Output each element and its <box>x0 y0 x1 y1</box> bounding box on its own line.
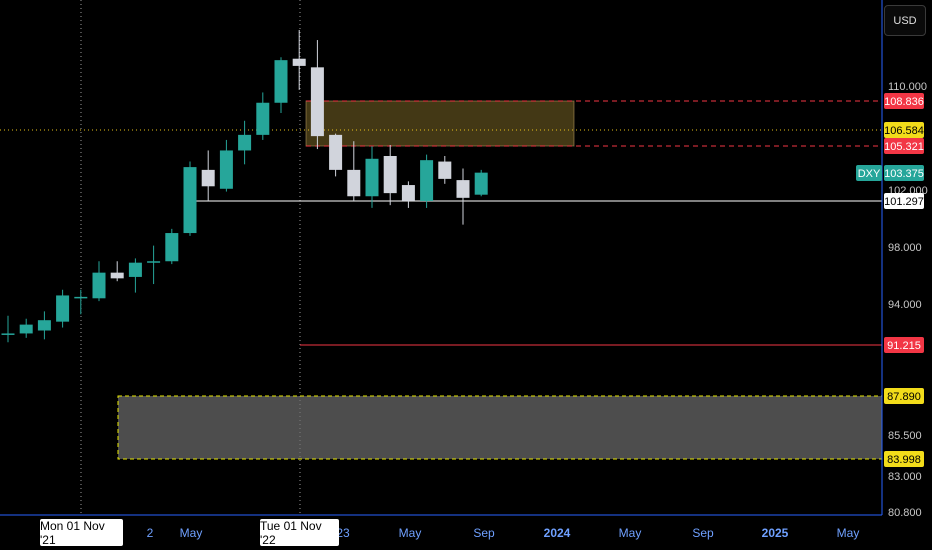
demand-zone <box>117 395 883 460</box>
candle-body <box>1 333 15 335</box>
price-axis: 110.000102.00098.00094.00085.50083.00080… <box>881 0 928 519</box>
time-tick-label: Sep <box>692 526 714 540</box>
time-tick-label: 2024 <box>544 526 571 540</box>
tag-83998-bg <box>884 451 924 467</box>
candle-body <box>365 158 379 197</box>
candle-body <box>329 134 343 170</box>
tag-106584-bg <box>884 122 924 138</box>
candle-body <box>74 296 88 299</box>
candle-body <box>474 172 488 195</box>
candle-body <box>383 156 397 194</box>
symbol-tag: DXY <box>858 168 881 180</box>
candlestick-series <box>1 30 488 343</box>
candle-body <box>37 320 51 331</box>
price-tick-label: 85.500 <box>888 430 922 442</box>
tag-105321: 105.321 <box>884 141 924 153</box>
time-tick-label: 23 <box>336 526 350 540</box>
symbol-tag-bg <box>856 165 882 181</box>
candle-body <box>292 58 306 66</box>
tag-87890-bg <box>884 388 924 404</box>
candle-body <box>420 160 434 201</box>
tag-105321-bg <box>884 138 924 154</box>
candle-body <box>19 324 33 334</box>
time-tick-label: Sep <box>473 526 495 540</box>
candle-body <box>310 67 324 137</box>
time-tick-label: 2025 <box>762 526 789 540</box>
candle-body <box>147 261 161 263</box>
tag-101297-bg <box>884 193 924 209</box>
candle-body <box>128 262 142 277</box>
tag-91215-bg <box>884 337 924 353</box>
tag-last-price: 103.375 <box>884 168 924 180</box>
candle-body <box>238 134 252 151</box>
price-tick-label: 110.000 <box>888 81 927 93</box>
tag-last-price-bg <box>884 165 924 181</box>
candle-body <box>201 169 215 187</box>
tag-101297: 101.297 <box>884 196 924 208</box>
time-tick-label: May <box>180 526 203 540</box>
candle-body <box>219 150 233 189</box>
candle-body <box>256 102 270 135</box>
candle-body <box>110 272 124 279</box>
time-tick-label: 2 <box>147 526 154 540</box>
candle-body <box>92 272 106 299</box>
price-tick-label: 83.000 <box>888 471 922 483</box>
candle-body <box>274 60 288 103</box>
time-tick-label: May <box>399 526 422 540</box>
candle-body <box>347 169 361 197</box>
currency-button[interactable]: USD <box>884 5 926 36</box>
tag-106584: 106.584 <box>884 125 924 137</box>
time-tick-label: May <box>837 526 860 540</box>
tag-108836: 108.836 <box>884 96 924 108</box>
crosshair-date-label-2: Tue 01 Nov '22 <box>260 519 339 547</box>
tag-91215: 91.215 <box>887 340 921 352</box>
price-tick-label: 94.000 <box>888 299 922 311</box>
supply-zone <box>305 100 575 147</box>
time-tick-label: May <box>619 526 642 540</box>
candle-body <box>165 233 179 262</box>
candle-body <box>456 180 470 198</box>
candle-body <box>438 161 452 179</box>
price-axis-tags: 108.836 106.584 105.321 103.375 101.297 91.21… <box>856 93 924 467</box>
price-tick-label: 80.800 <box>888 507 922 519</box>
price-zones <box>117 100 883 460</box>
tag-87890: 87.890 <box>887 391 921 403</box>
candle-body <box>183 167 197 234</box>
candle-body <box>401 185 415 201</box>
price-tick-label: 98.000 <box>888 242 922 254</box>
tag-83998: 83.998 <box>887 454 921 466</box>
candle-body <box>56 295 70 322</box>
tag-108836-bg <box>884 93 924 109</box>
crosshair-date-label-1: Mon 01 Nov '21 <box>40 519 123 547</box>
time-axis: 2 May 23 May Sep 2024 May Sep 2025 May <box>0 514 882 540</box>
